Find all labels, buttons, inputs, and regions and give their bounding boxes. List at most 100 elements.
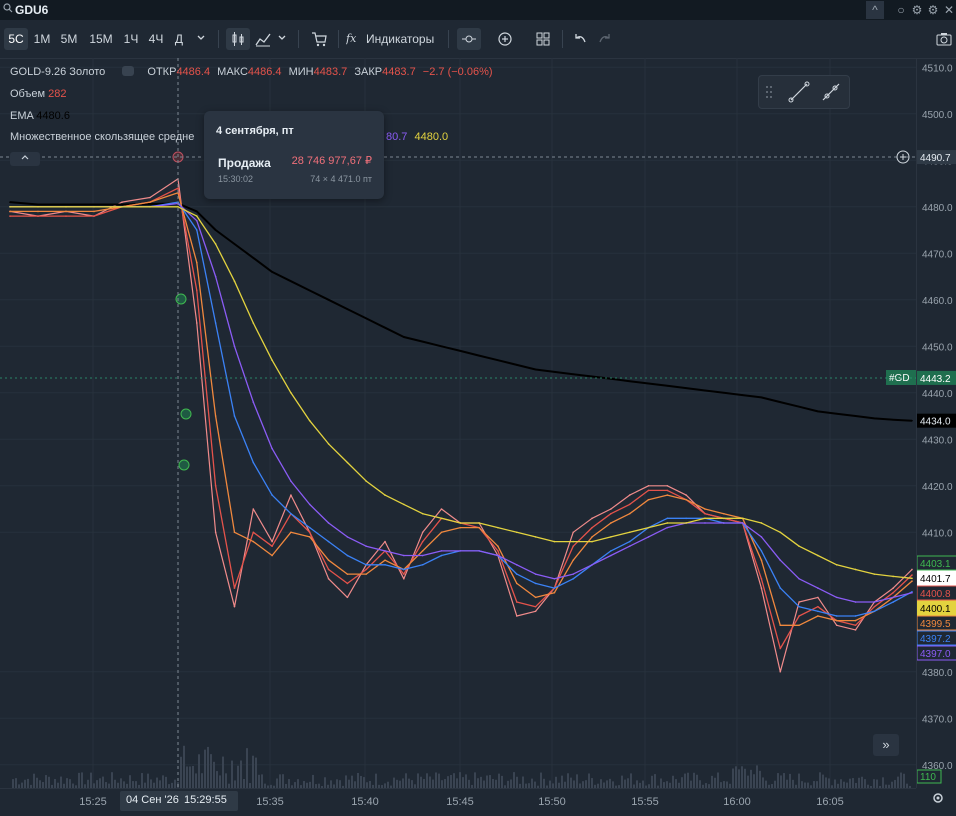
interval-15m[interactable]: 15М bbox=[89, 32, 113, 46]
data-point bbox=[459, 550, 462, 552]
data-point bbox=[835, 619, 838, 622]
data-point bbox=[65, 210, 67, 213]
volume-bar bbox=[534, 781, 536, 788]
indicators-button[interactable]: fx Индикаторы bbox=[345, 28, 440, 50]
crosshair-date: 04 Сен '26 bbox=[126, 794, 179, 806]
redo-icon[interactable] bbox=[595, 28, 615, 50]
interval-day[interactable]: Д bbox=[174, 32, 184, 46]
area-chart-icon[interactable] bbox=[252, 28, 274, 50]
series-layer bbox=[9, 178, 913, 673]
axis-settings-gear-icon[interactable] bbox=[926, 791, 950, 811]
data-point bbox=[798, 405, 800, 408]
drag-handle-icon[interactable] bbox=[766, 86, 772, 98]
data-point bbox=[553, 371, 556, 373]
scroll-to-realtime-button[interactable]: » bbox=[873, 734, 899, 756]
data-point bbox=[271, 271, 273, 273]
data-point bbox=[384, 326, 386, 329]
time-axis[interactable]: 15:25 15:35 15:40 15:45 15:50 15:55 16:00 16:05… bbox=[0, 788, 943, 813]
undo-icon[interactable] bbox=[570, 28, 590, 50]
volume-bar bbox=[105, 782, 107, 788]
volume-bar bbox=[660, 778, 662, 788]
volume-bar bbox=[714, 777, 716, 788]
minimize-button[interactable]: ○ bbox=[897, 3, 905, 17]
volume-bar bbox=[717, 772, 719, 788]
volume-bar bbox=[462, 777, 464, 788]
data-point bbox=[892, 587, 894, 589]
settings-gear-icon[interactable]: ⚙ bbox=[911, 3, 923, 17]
drawing-tools-panel bbox=[758, 75, 850, 109]
ticker-label[interactable]: GDU6 bbox=[15, 3, 49, 17]
legend-collapse-button[interactable] bbox=[10, 152, 40, 166]
instrument-name[interactable]: GOLD-9.26 Золото bbox=[10, 66, 106, 78]
data-point bbox=[37, 210, 39, 213]
interval-5s[interactable]: 5С bbox=[4, 28, 28, 50]
close-button[interactable]: ✕ bbox=[943, 3, 955, 17]
volume-bar bbox=[588, 773, 590, 788]
interval-1h[interactable]: 1Ч bbox=[123, 32, 139, 46]
add-plus-icon[interactable] bbox=[494, 28, 516, 50]
data-point bbox=[760, 396, 763, 399]
crosshair-mode-icon[interactable] bbox=[457, 28, 481, 50]
search-icon[interactable] bbox=[3, 3, 13, 13]
collapse-up-button[interactable]: ^ bbox=[866, 1, 884, 19]
layout-grid-icon[interactable] bbox=[532, 28, 554, 50]
data-point bbox=[685, 498, 687, 501]
interval-1m[interactable]: 1М bbox=[33, 32, 51, 46]
cart-icon[interactable] bbox=[308, 28, 330, 50]
ma-price-badge-bg bbox=[916, 585, 956, 601]
ma-label[interactable]: Множественное скользящее средне bbox=[10, 131, 195, 143]
volume-bar bbox=[561, 775, 563, 788]
series-line-ema-200 bbox=[9, 201, 913, 422]
volume-bar bbox=[711, 775, 713, 788]
volume-bar bbox=[21, 782, 23, 788]
volume-bar bbox=[690, 780, 692, 788]
data-point bbox=[459, 522, 462, 524]
trend-line-icon[interactable] bbox=[788, 81, 810, 103]
series-line-ma-3 bbox=[10, 201, 913, 617]
volume-bar bbox=[870, 785, 872, 788]
data-point bbox=[290, 480, 292, 482]
interval-5m[interactable]: 5М bbox=[60, 32, 78, 46]
tooltip-side: Продажа bbox=[218, 156, 271, 170]
candles-icon[interactable] bbox=[226, 28, 250, 50]
hide-legend-icon[interactable] bbox=[122, 66, 135, 76]
data-point bbox=[365, 545, 368, 548]
price-chart[interactable]: #GD bbox=[0, 58, 916, 788]
data-point bbox=[685, 522, 687, 524]
ema-label[interactable]: EMA bbox=[10, 110, 34, 122]
camera-icon[interactable] bbox=[934, 28, 954, 50]
ma-value-a: 80.7 bbox=[386, 131, 408, 143]
add-alert-plus-icon[interactable] bbox=[896, 150, 910, 164]
chart-plot-area[interactable]: #GD bbox=[0, 58, 916, 788]
link-gear-icon[interactable]: ⚙ bbox=[927, 3, 939, 17]
volume-bar bbox=[222, 756, 224, 788]
volume-label[interactable]: Объем bbox=[10, 88, 46, 100]
volume-bar bbox=[387, 781, 389, 788]
data-point bbox=[647, 382, 650, 385]
volume-bar bbox=[630, 773, 632, 788]
price-axis[interactable]: 4510.04500.04490.04480.04470.04460.04450… bbox=[916, 58, 956, 788]
data-point bbox=[271, 494, 273, 496]
interval-dropdown-icon[interactable] bbox=[192, 28, 210, 50]
gd-price-label: 4443.2 bbox=[920, 374, 951, 385]
data-point bbox=[647, 536, 650, 538]
data-point bbox=[835, 564, 838, 566]
data-point bbox=[610, 378, 612, 380]
data-point bbox=[252, 531, 255, 534]
volume-bar bbox=[132, 781, 134, 788]
data-point bbox=[478, 354, 480, 357]
data-point bbox=[610, 508, 612, 510]
volume-bar bbox=[294, 782, 296, 788]
volume-bar bbox=[651, 775, 653, 788]
ma-values: 80.7 4480.0 bbox=[386, 131, 448, 143]
ray-line-icon[interactable] bbox=[822, 83, 840, 101]
data-point bbox=[346, 308, 349, 310]
volume-bar bbox=[747, 775, 749, 788]
volume-bar bbox=[891, 781, 893, 788]
ma-price-badge: 4400.8 bbox=[920, 589, 951, 600]
chart-type-dropdown-icon[interactable] bbox=[274, 28, 290, 50]
interval-4h[interactable]: 4Ч bbox=[148, 32, 164, 46]
data-point bbox=[911, 577, 913, 580]
data-point bbox=[290, 391, 292, 394]
volume-bar bbox=[414, 784, 416, 788]
